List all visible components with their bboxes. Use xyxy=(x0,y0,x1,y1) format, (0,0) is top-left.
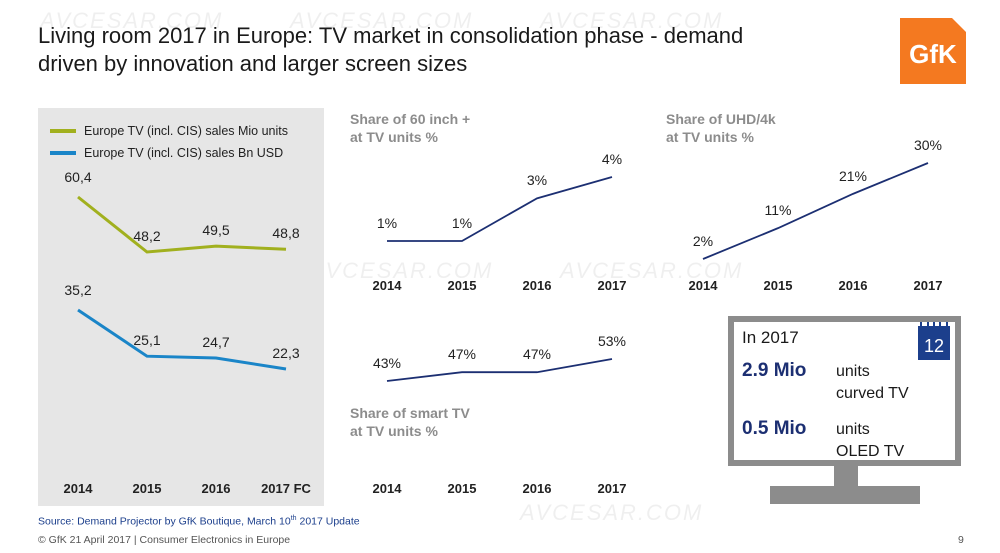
source-prefix: Source: Demand Projector by GfK Boutique… xyxy=(38,515,291,528)
legend-label-units: Europe TV (incl. CIS) sales Mio units xyxy=(84,124,289,138)
curved-label: curved TV xyxy=(836,385,909,402)
chart-60inch-tick-label: 2014 xyxy=(372,278,402,293)
left-chart-data-label: 35,2 xyxy=(64,282,92,298)
left-chart-data-label: 25,1 xyxy=(133,332,161,349)
legend-swatch-usd xyxy=(50,151,76,155)
left-chart-data-label: 22,3 xyxy=(272,345,300,361)
legend-label-usd: Europe TV (incl. CIS) sales Bn USD xyxy=(84,146,284,160)
legend-swatch-units xyxy=(50,129,76,133)
legend: Europe TV (incl. CIS) sales Mio units Eu… xyxy=(50,120,288,164)
left-chart-series-line-0 xyxy=(77,195,287,254)
chart-smart-tick-label: 2014 xyxy=(372,481,402,496)
left-chart-data-label: 49,5 xyxy=(202,222,230,239)
calendar-day: 12 xyxy=(923,335,945,356)
curved-unit: units xyxy=(836,363,870,380)
chart-uhd-series-line-0 xyxy=(702,162,929,260)
chart-smart-tick-label: 2017 xyxy=(597,481,627,496)
left-chart-data-label: 24,7 xyxy=(202,334,230,351)
chart-uhd-data-label: 30% xyxy=(913,137,943,153)
chart-smart-data-label: 43% xyxy=(372,355,402,371)
chart-smart-data-label: 47% xyxy=(447,346,477,363)
chart-smart-tick-label: 2016 xyxy=(522,481,552,496)
chart-uhd-data-label: 2% xyxy=(692,233,714,249)
chart-title-smart: Share of smart TV at TV units % xyxy=(350,405,470,439)
left-chart-data-label: 48,8 xyxy=(272,225,300,242)
left-chart-tick-label: 2015 xyxy=(132,481,162,496)
chart-uhd-tick-label: 2015 xyxy=(763,278,793,293)
left-chart-series-line-1 xyxy=(77,308,287,371)
chart-60inch-tick-label: 2016 xyxy=(522,278,552,293)
left-chart-tick-label: 2014 xyxy=(63,481,93,496)
monitor-base xyxy=(770,486,920,504)
calendar-rings xyxy=(918,322,950,328)
chart-uhd-tick-label: 2014 xyxy=(688,278,718,293)
chart-title-60inch: Share of 60 inch + at TV units % xyxy=(350,111,471,145)
legend-item-units: Europe TV (incl. CIS) sales Mio units xyxy=(50,120,288,142)
title-line-1: Living room 2017 in Europe: TV market in… xyxy=(38,23,744,48)
source-note: Source: Demand Projector by GfK Boutique… xyxy=(38,515,360,528)
oled-label: OLED TV xyxy=(836,443,905,460)
gfk-logo: GfK xyxy=(900,18,966,84)
chart-60inch-data-label: 1% xyxy=(451,215,473,231)
info-heading: In 2017 xyxy=(742,328,799,347)
logo-corner xyxy=(952,18,966,32)
watermark: AVCESAR.COM xyxy=(560,258,744,283)
oled-unit: units xyxy=(836,421,870,438)
page-title: Living room 2017 in Europe: TV market in… xyxy=(38,22,878,78)
chart-uhd-tick-label: 2017 xyxy=(913,278,943,293)
page-number: 9 xyxy=(958,534,964,546)
chart-60inch-series-line-0 xyxy=(387,176,613,242)
logo-text: GfK xyxy=(909,39,957,69)
watermark: AVCESAR.COM xyxy=(540,8,724,33)
chart-title-uhd: Share of UHD/4k at TV units % xyxy=(666,111,776,145)
chart-60inch-tick-label: 2015 xyxy=(447,278,477,293)
legend-item-usd: Europe TV (incl. CIS) sales Bn USD xyxy=(50,142,288,164)
chart-smart-series-line-0 xyxy=(386,358,613,382)
chart-smart-data-label: 53% xyxy=(597,333,627,349)
chart-uhd-data-label: 21% xyxy=(838,167,868,184)
chart-60inch-data-label: 1% xyxy=(376,215,398,231)
chart-60inch-data-label: 3% xyxy=(526,172,548,189)
left-chart-data-label: 60,4 xyxy=(64,169,92,185)
curved-value: 2.9 Mio xyxy=(742,360,807,381)
calendar-icon: 12 xyxy=(918,322,950,360)
monitor-neck xyxy=(834,466,858,486)
chart-uhd-tick-label: 2016 xyxy=(838,278,868,293)
chart-60inch-tick-label: 2017 xyxy=(597,278,627,293)
source-suffix: 2017 Update xyxy=(296,515,360,528)
watermark: AVCESAR.COM xyxy=(310,258,494,283)
copyright: © GfK 21 April 2017 | Consumer Electroni… xyxy=(38,534,291,546)
watermark: AVCESAR.COM xyxy=(290,8,474,33)
chart-smart-data-label: 47% xyxy=(522,346,552,363)
left-chart-tick-label: 2017 FC xyxy=(261,481,311,496)
oled-value: 0.5 Mio xyxy=(742,418,807,439)
left-chart-tick-label: 2016 xyxy=(201,481,231,496)
info-box-monitor xyxy=(728,316,961,466)
watermark: AVCESAR.COM xyxy=(520,500,704,525)
watermark: AVCESAR.COM xyxy=(40,8,224,33)
chart-smart-tick-label: 2015 xyxy=(447,481,477,496)
source-sup: th xyxy=(290,515,297,522)
left-chart-panel xyxy=(38,108,324,506)
chart-uhd-data-label: 11% xyxy=(764,202,792,219)
chart-60inch-data-label: 4% xyxy=(601,151,623,167)
title-line-2: driven by innovation and larger screen s… xyxy=(38,51,468,76)
left-chart-data-label: 48,2 xyxy=(133,228,161,244)
